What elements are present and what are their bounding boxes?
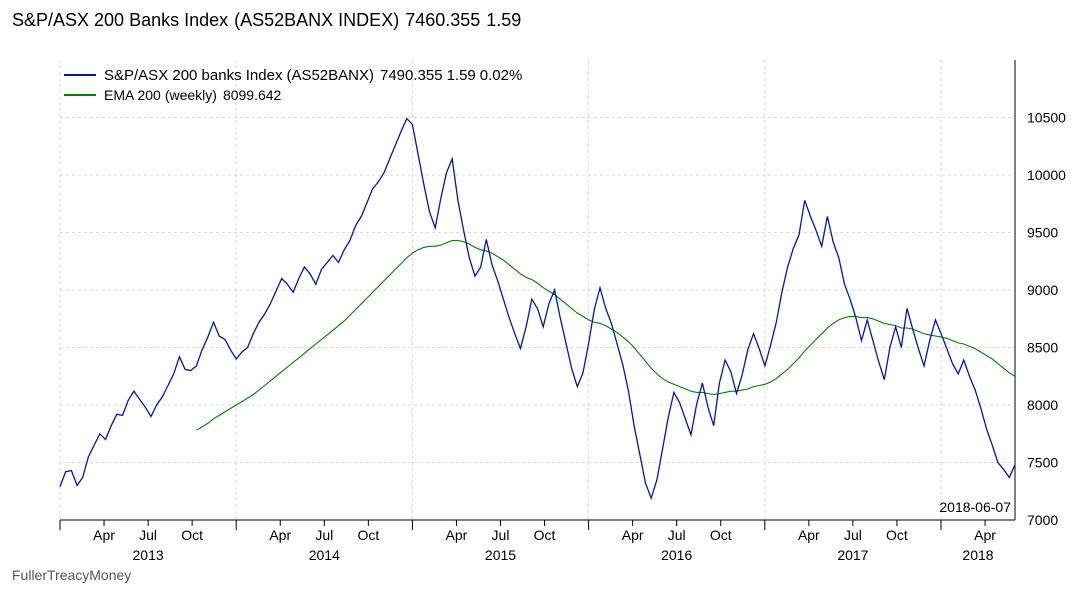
x-year-label: 2017 [837,547,868,563]
x-month-label: Jul [139,527,157,543]
y-tick-label: 9500 [1027,225,1058,241]
last-value: 7460.355 [405,10,480,30]
legend-last-value: 7490.355 [380,67,443,84]
x-month-label: Jul [315,527,333,543]
chart-svg: S&P/ASX 200 Banks Index (AS52BANX INDEX)… [0,0,1075,600]
x-month-label: Oct [534,527,556,543]
attribution-label: FullerTreacyMoney [12,567,131,583]
x-month-label: Apr [93,527,115,543]
date-stamp: 2018-06-07 [939,499,1011,515]
y-tick-label: 10000 [1027,167,1066,183]
x-year-label: 2018 [962,547,993,563]
x-month-label: Oct [357,527,379,543]
legend-series-name: S&P/ASX 200 banks Index [104,67,283,84]
x-month-label: Oct [710,527,732,543]
chart-container: S&P/ASX 200 Banks Index (AS52BANX INDEX)… [0,0,1075,600]
x-year-label: 2015 [485,547,516,563]
page-title: S&P/ASX 200 Banks Index [12,10,228,30]
x-year-label: 2014 [309,547,340,563]
y-tick-label: 10500 [1027,110,1066,126]
y-tick-label: 7000 [1027,512,1058,528]
legend-ma-value: 8099.642 [223,87,282,103]
x-month-label: Oct [181,527,203,543]
y-tick-label: 8500 [1027,340,1058,356]
legend-series-code: (AS52BANX) [286,67,374,84]
x-month-label: Apr [798,527,820,543]
ma-200-line [196,241,1015,431]
legend-change: 1.59 [447,67,476,84]
price-line [60,119,1015,499]
x-month-label: Apr [269,527,291,543]
x-month-label: Jul [668,527,686,543]
ticker-code: (AS52BANX INDEX) [234,10,399,30]
x-month-label: Apr [446,527,468,543]
x-month-label: Oct [886,527,908,543]
x-year-label: 2013 [133,547,164,563]
change-value: 1.59 [486,10,521,30]
y-tick-label: 8000 [1027,397,1058,413]
legend-ma-label-right: (weekly) [165,87,217,103]
y-tick-label: 7500 [1027,455,1058,471]
x-month-label: Apr [974,527,996,543]
x-month-label: Jul [492,527,510,543]
legend-change-pct: 0.02% [480,67,523,84]
x-year-label: 2016 [661,547,692,563]
y-tick-label: 9000 [1027,282,1058,298]
x-month-label: Apr [622,527,644,543]
legend-ma-label-left: EMA 200 [104,87,161,103]
x-month-label: Jul [844,527,862,543]
